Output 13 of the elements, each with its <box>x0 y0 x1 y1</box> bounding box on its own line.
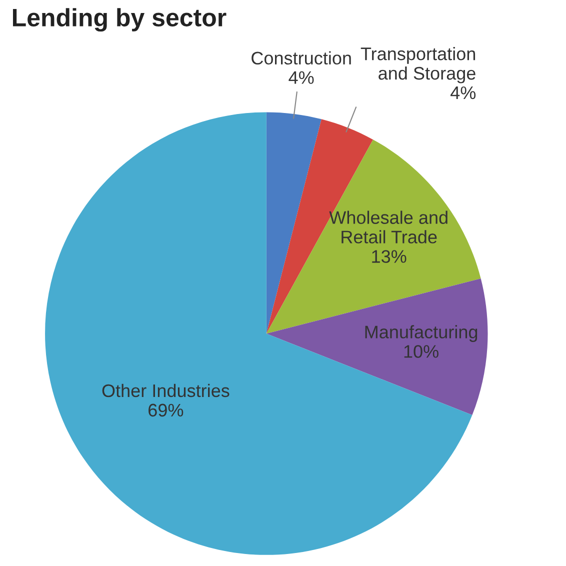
data-label: 13% <box>372 250 406 263</box>
slice-label: Manufacturing <box>365 325 478 342</box>
pie-slice <box>266 112 322 334</box>
slice-label: Other Industries <box>102 384 230 398</box>
pie-slice <box>266 278 488 416</box>
slice-label: Wholesale and Retail Trade <box>329 210 448 244</box>
data-label: 69% <box>148 404 184 417</box>
chart-title: Lending by sector <box>12 8 226 32</box>
slice-label: Transportation and Storage <box>360 47 476 84</box>
data-label: 4% <box>288 71 314 84</box>
slice-label: Construction <box>252 51 351 65</box>
data-label: 10% <box>404 345 438 358</box>
data-label: 4% <box>450 86 476 100</box>
